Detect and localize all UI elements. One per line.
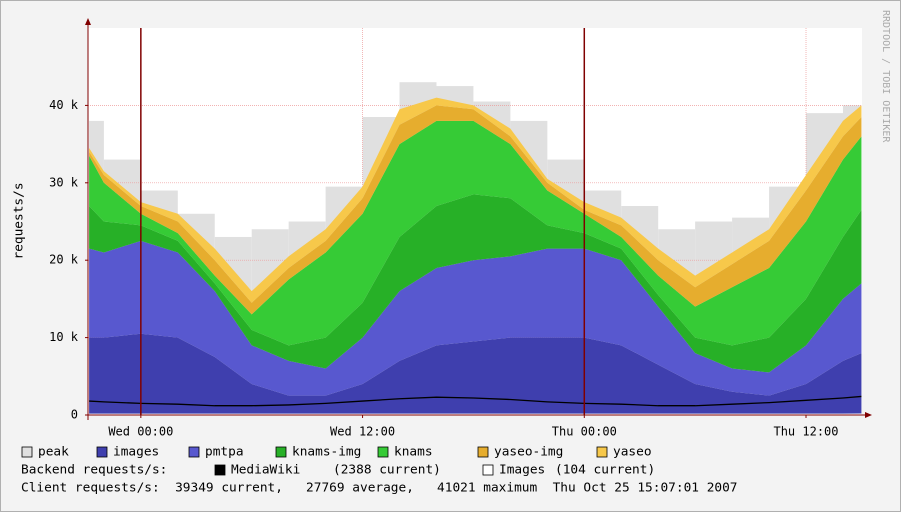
x-tick-label: Wed 12:00	[330, 425, 395, 439]
legend-label: images	[113, 445, 159, 460]
vrule-layer	[140, 28, 586, 415]
legend-label: yaseo	[613, 445, 652, 460]
legend-label: knams	[394, 445, 433, 460]
x-axis-arrow	[865, 412, 872, 418]
x-tick-label: Thu 00:00	[552, 425, 617, 439]
area-layer	[89, 97, 862, 415]
legend-swatch	[96, 446, 108, 458]
y-tick-label: 10 k	[49, 330, 79, 344]
y-tick-label: 0	[71, 408, 78, 422]
legend-swatch	[596, 446, 608, 458]
legend-swatch	[275, 446, 287, 458]
legend-swatch	[188, 446, 200, 458]
y-tick-label: 30 k	[49, 175, 79, 189]
legend-label: yaseo-img	[494, 445, 563, 460]
x-tick-label: Thu 12:00	[773, 425, 838, 439]
legend-swatch	[21, 446, 33, 458]
legend-swatch	[482, 464, 494, 476]
y-axis-arrow	[85, 18, 91, 25]
stacked-area	[89, 333, 862, 415]
stacked-area	[89, 120, 862, 346]
text-layer: 0 10 k 20 k 30 k 40 k Wed 00:00 Wed 12:00 Thu 0…	[21, 98, 839, 478]
legend-swatch	[214, 464, 226, 476]
legend-label: Images	[499, 463, 545, 478]
line-layer	[89, 395, 862, 415]
legend-label: pmtpa	[205, 445, 244, 460]
y-tick-label: 20 k	[49, 253, 79, 267]
line-series	[89, 395, 862, 407]
axis-layer	[85, 18, 872, 420]
y-tick-label: 40 k	[49, 98, 79, 112]
y-axis-label: requests/s	[12, 182, 27, 259]
stacked-area	[89, 194, 862, 373]
legend-label: MediaWiki	[231, 463, 300, 478]
x-tick-label: Wed 00:00	[108, 425, 173, 439]
footer: Client requests/s: 39349 current, 27769 …	[21, 481, 738, 496]
legend-current: (104 current)	[555, 463, 655, 478]
legend-label: knams-img	[292, 445, 361, 460]
legend-swatch	[377, 446, 389, 458]
legend-current: (2388 current)	[333, 463, 441, 478]
stacked-area	[89, 240, 862, 396]
legend-label: peak	[38, 445, 69, 460]
legend-swatch	[477, 446, 489, 458]
backend-label: Backend requests/s:	[21, 463, 167, 478]
watermark: RRDTOOL / TOBI OETIKER	[880, 10, 891, 143]
